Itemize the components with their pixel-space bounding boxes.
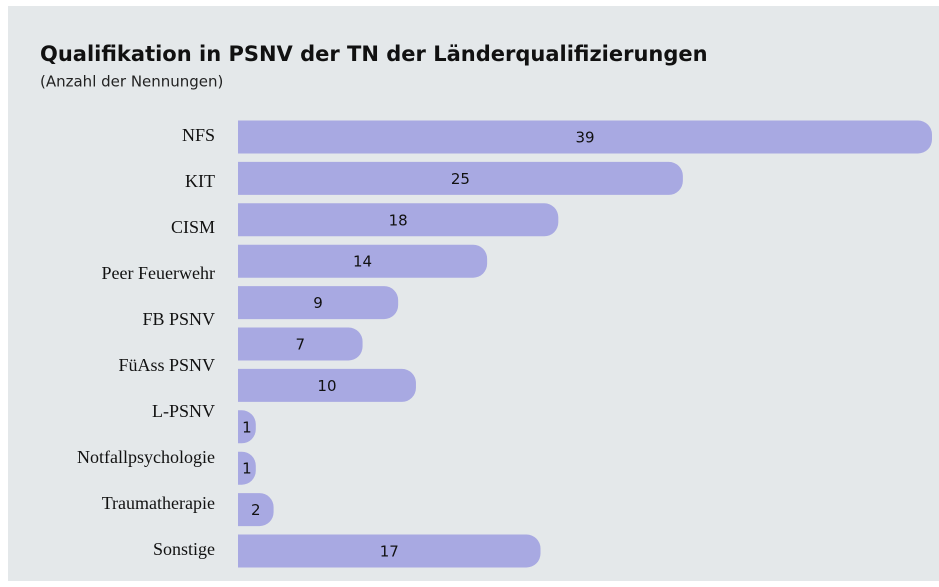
bar [238, 368, 416, 402]
category-label: Traumatherapie [102, 493, 215, 513]
bar [238, 286, 399, 320]
category-label: FB PSNV [142, 309, 215, 329]
background [8, 6, 939, 581]
category-label: FüAss PSNV [118, 355, 215, 375]
bar [238, 203, 559, 237]
value-label: 17 [380, 543, 399, 561]
bar [238, 410, 256, 444]
bar [238, 327, 363, 361]
bar [238, 244, 488, 278]
value-label: 18 [389, 211, 408, 229]
category-label: CISM [171, 217, 215, 237]
value-label: 1 [242, 460, 252, 478]
category-label: Sonstige [153, 539, 215, 559]
chart-subtitle: (Anzahl der Nennungen) [40, 73, 223, 91]
bar [238, 534, 541, 568]
value-label: 14 [353, 253, 372, 271]
category-label: KIT [185, 171, 215, 191]
chart-title: Qualifikation in PSNV der TN der Länderq… [40, 42, 708, 66]
bar [238, 493, 274, 527]
bar [238, 161, 683, 195]
value-label: 9 [313, 294, 323, 312]
category-label: L-PSNV [152, 401, 215, 421]
category-label: NFS [182, 125, 215, 145]
bar [238, 451, 256, 485]
value-label: 2 [251, 501, 261, 519]
category-label: Peer Feuerwehr [102, 263, 215, 283]
value-label: 25 [451, 170, 470, 188]
value-label: 39 [575, 129, 594, 147]
category-label: Notfallpsychologie [77, 447, 215, 467]
value-label: 1 [242, 418, 252, 436]
value-label: 10 [317, 377, 336, 395]
value-label: 7 [296, 336, 306, 354]
bar [238, 120, 932, 154]
